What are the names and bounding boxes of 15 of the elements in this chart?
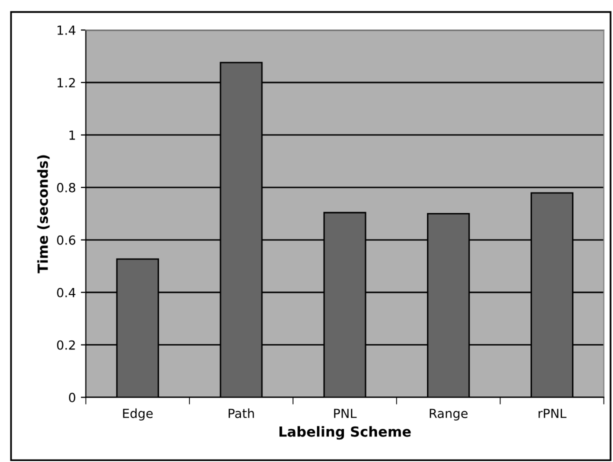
y-tick-label: 0.4 bbox=[57, 288, 76, 298]
x-tick-label: rPNL bbox=[538, 408, 566, 418]
x-tick-label: Range bbox=[430, 408, 468, 421]
y-tick-label: 1 bbox=[70, 130, 75, 140]
y-tick-label: 1.4 bbox=[58, 26, 76, 35]
y-tick-label: 0.2 bbox=[57, 340, 75, 350]
y-tick-label: 0 bbox=[68, 392, 76, 402]
y-tick-label: 0.6 bbox=[57, 235, 76, 245]
x-tick-label: Path bbox=[228, 408, 254, 418]
y-axis-title: Time (seconds) bbox=[37, 155, 50, 274]
y-tick-label: 0.8 bbox=[57, 182, 76, 192]
x-axis-title: Labeling Scheme bbox=[279, 426, 411, 440]
y-tick-label: 1.2 bbox=[58, 78, 75, 88]
x-tick-label: Edge bbox=[123, 408, 153, 421]
x-tick-label: PNL bbox=[334, 408, 357, 418]
